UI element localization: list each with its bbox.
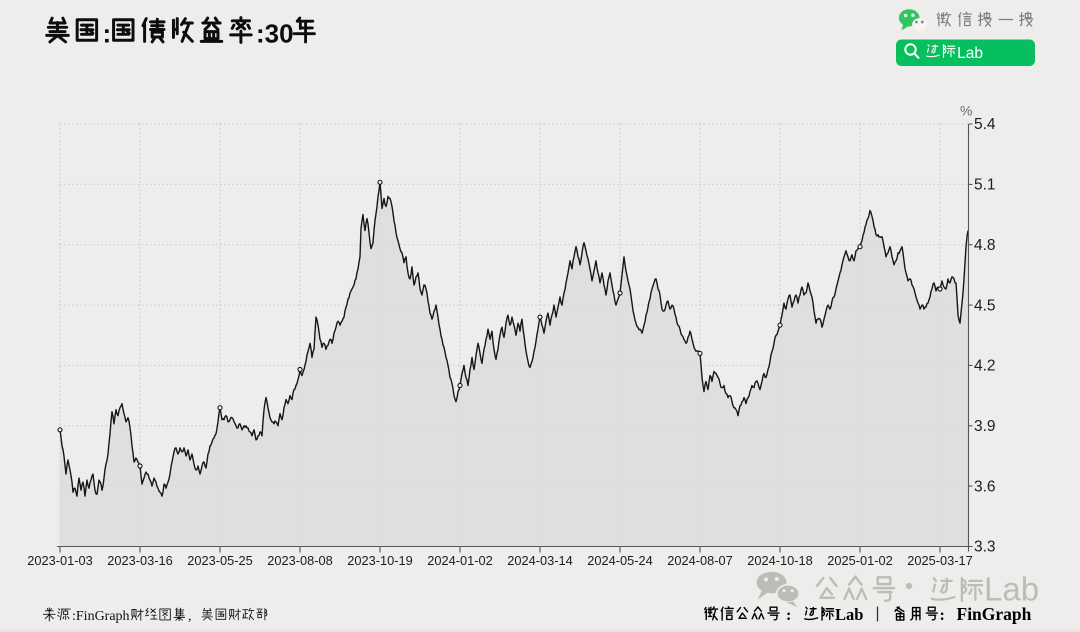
svg-text::FinGraph: :FinGraph [72, 609, 130, 624]
svg-text:2023-10-19: 2023-10-19 [347, 553, 412, 568]
svg-text:Lab: Lab [984, 571, 1039, 608]
svg-text:2025-03-17: 2025-03-17 [907, 553, 972, 568]
svg-text:4.5: 4.5 [974, 297, 996, 314]
svg-text::: : [786, 607, 791, 624]
svg-text:3.6: 3.6 [974, 478, 996, 495]
svg-text:2024-08-07: 2024-08-07 [667, 553, 732, 568]
svg-text:2024-03-14: 2024-03-14 [507, 553, 572, 568]
svg-text:3.3: 3.3 [974, 539, 996, 556]
svg-text:FinGraph: FinGraph [957, 604, 1032, 624]
svg-text:4.8: 4.8 [974, 237, 996, 254]
svg-text:2024-10-18: 2024-10-18 [747, 553, 812, 568]
svg-text::: : [103, 19, 112, 49]
svg-text:%: % [960, 103, 972, 119]
svg-text::: : [940, 607, 945, 624]
svg-text:2023-03-16: 2023-03-16 [107, 553, 172, 568]
svg-text:,: , [188, 609, 192, 624]
svg-text:2025-01-02: 2025-01-02 [827, 553, 892, 568]
svg-text:2024-05-24: 2024-05-24 [587, 553, 652, 568]
svg-text:2023-01-03: 2023-01-03 [27, 553, 92, 568]
svg-text:2023-08-08: 2023-08-08 [267, 553, 332, 568]
svg-text:5.4: 5.4 [974, 116, 996, 133]
svg-text:Lab: Lab [835, 605, 863, 624]
svg-text:2024-01-02: 2024-01-02 [427, 553, 492, 568]
svg-text:2023-05-25: 2023-05-25 [187, 553, 252, 568]
svg-text:Lab: Lab [957, 45, 983, 62]
svg-text:4.2: 4.2 [974, 358, 996, 375]
svg-text:5.1: 5.1 [974, 177, 996, 194]
svg-text:3.9: 3.9 [974, 418, 996, 435]
svg-text::30: :30 [256, 19, 294, 49]
